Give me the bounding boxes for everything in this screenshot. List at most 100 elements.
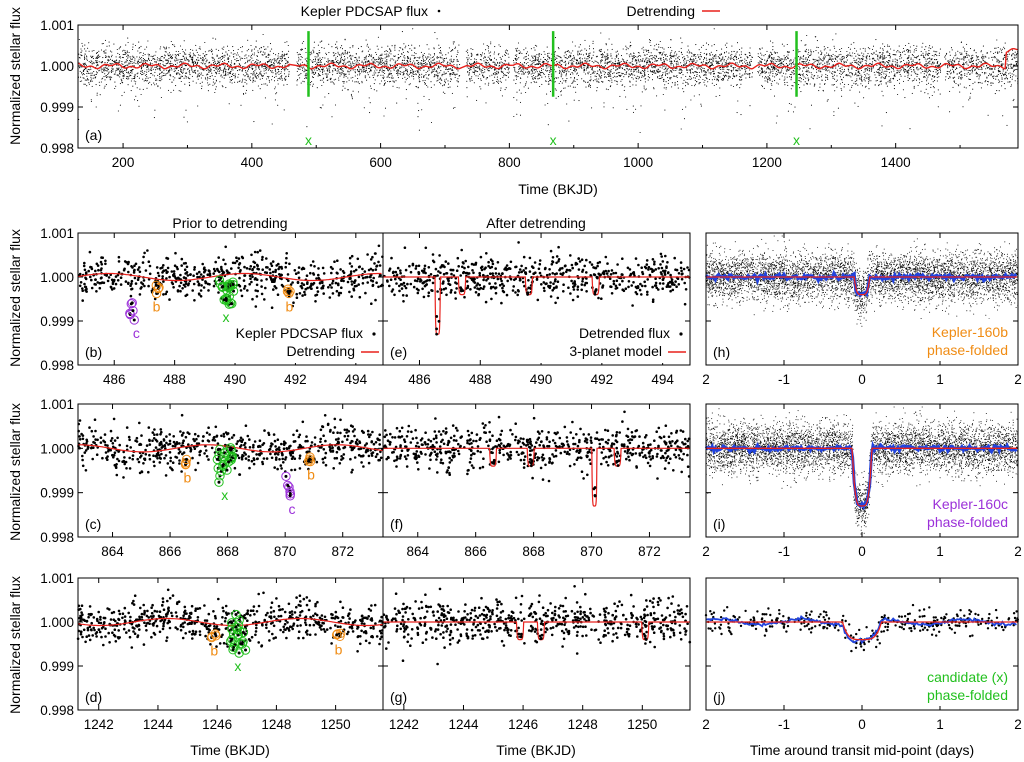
data-point: [384, 80, 386, 82]
data-point: [526, 71, 528, 73]
data-point: [602, 56, 604, 58]
data-point: [95, 73, 98, 75]
data-point: [849, 48, 851, 50]
data-point: [452, 67, 454, 69]
data-point: [122, 54, 124, 56]
data-point: [492, 82, 494, 84]
data-point: [881, 60, 883, 62]
data-point: [430, 81, 432, 83]
data-point: [257, 50, 259, 52]
data-point: [524, 84, 526, 86]
data-point: [187, 59, 189, 61]
data-point: [255, 40, 257, 42]
data-point: [577, 61, 579, 63]
data-point: [879, 52, 881, 54]
data-point: [95, 57, 97, 59]
data-point: [598, 78, 600, 80]
data-point: [204, 63, 206, 65]
data-point: [691, 68, 693, 70]
data-point: [721, 48, 723, 50]
data-point: [874, 59, 876, 61]
data-point: [765, 76, 767, 78]
data-point: [572, 69, 575, 72]
data-point: [694, 71, 696, 73]
data-point: [234, 73, 236, 75]
data-point: [425, 64, 427, 66]
data-point: [154, 66, 156, 68]
data-point: [377, 72, 379, 74]
data-point: [166, 72, 169, 74]
data-point: [616, 62, 618, 64]
data-point: [124, 61, 126, 63]
data-point: [675, 62, 677, 64]
data-point: [841, 81, 844, 83]
data-point: [516, 72, 518, 74]
data-point: [135, 62, 137, 64]
data-point: [571, 60, 573, 62]
data-point: [778, 58, 780, 60]
data-point: [832, 70, 834, 73]
data-point: [713, 70, 715, 72]
data-point: [354, 60, 356, 62]
data-point: [129, 60, 131, 62]
data-point: [827, 77, 829, 79]
data-point: [866, 60, 868, 62]
data-point: [899, 71, 901, 74]
data-point: [279, 56, 281, 58]
data-point: [593, 51, 595, 53]
data-point: [237, 54, 239, 56]
data-point: [784, 76, 786, 78]
data-point: [217, 61, 219, 63]
data-point: [968, 61, 970, 63]
data-point: [987, 84, 989, 86]
data-point: [925, 63, 927, 65]
data-point: [408, 73, 410, 75]
data-point: [301, 56, 303, 59]
data-point: [809, 128, 811, 130]
data-point: [939, 71, 942, 73]
data-point: [176, 67, 178, 69]
data-point: [115, 56, 117, 58]
data-point: [628, 75, 630, 77]
data-point: [285, 63, 287, 65]
data-point: [1011, 76, 1013, 78]
data-point: [485, 102, 487, 104]
data-point: [869, 76, 871, 78]
data-point: [557, 55, 559, 57]
data-point: [109, 58, 112, 60]
data-point: [949, 111, 951, 113]
data-point: [931, 78, 933, 80]
data-point: [904, 53, 906, 55]
data-point: [659, 57, 661, 59]
data-point: [678, 72, 680, 74]
data-point: [271, 79, 273, 81]
data-point: [382, 62, 384, 65]
data-point: [649, 41, 651, 43]
data-point: [139, 88, 141, 90]
data-point: [261, 77, 263, 79]
data-point: [798, 69, 800, 71]
data-point: [664, 74, 667, 76]
data-point: [979, 73, 981, 76]
data-point: [253, 54, 255, 56]
data-point: [971, 72, 973, 74]
data-point: [973, 49, 975, 51]
data-point: [421, 65, 423, 67]
data-point: [644, 89, 646, 91]
data-point: [824, 56, 826, 58]
data-point: [423, 76, 425, 78]
data-point: [324, 96, 326, 98]
data-point: [616, 50, 619, 52]
data-point: [799, 57, 801, 59]
data-point: [961, 75, 963, 77]
data-point: [469, 66, 472, 69]
data-point: [915, 67, 918, 69]
data-point: [312, 70, 314, 72]
data-point: [660, 77, 662, 79]
data-point: [103, 76, 105, 78]
data-point: [559, 67, 561, 69]
data-point: [467, 52, 469, 54]
data-point: [886, 69, 888, 71]
data-point: [878, 59, 880, 61]
data-point: [833, 114, 835, 117]
